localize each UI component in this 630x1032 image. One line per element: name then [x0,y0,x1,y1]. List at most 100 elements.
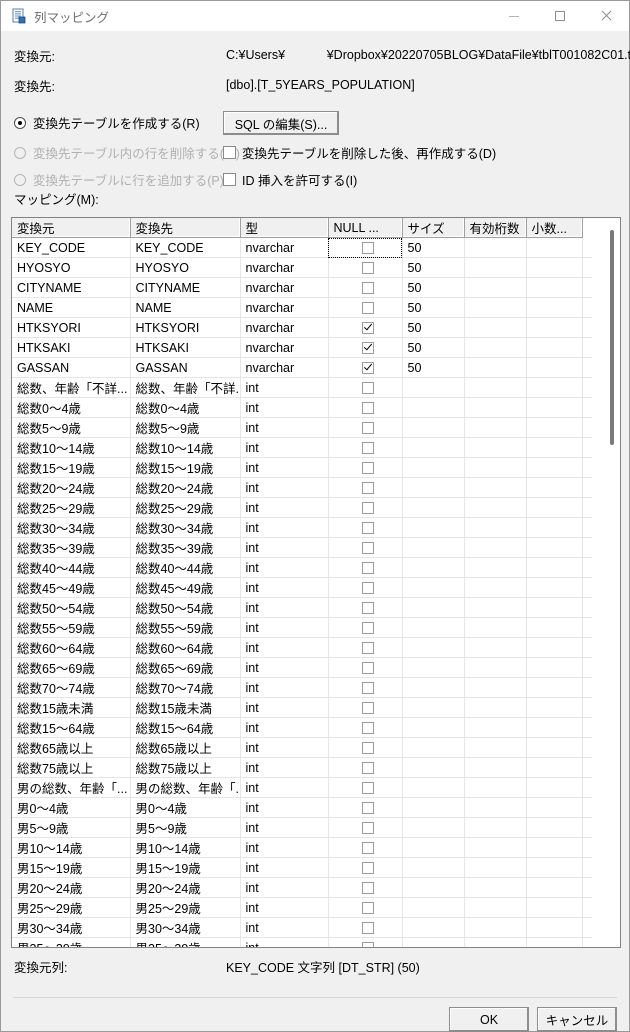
cell-nullable[interactable] [328,377,403,398]
ok-button[interactable]: OK [449,1007,529,1032]
cell-scale[interactable] [526,257,583,278]
cell-source-column[interactable]: 総数0〜4歳 [12,397,131,418]
cell-size[interactable] [402,457,465,478]
cell-size[interactable] [402,697,465,718]
cell-type[interactable]: int [240,937,329,947]
cell-scale[interactable] [526,617,583,638]
cell-nullable[interactable] [328,757,403,778]
cell-source-column[interactable]: 総数15歳未満 [12,697,131,718]
nullable-checkbox-icon[interactable] [361,802,374,815]
cell-precision[interactable] [464,537,527,558]
cell-nullable[interactable] [328,457,403,478]
nullable-checkbox-icon[interactable] [361,942,374,947]
cell-nullable[interactable] [328,617,403,638]
cell-type[interactable]: int [240,657,329,678]
cell-destination-column[interactable]: 総数15〜19歳 [130,457,241,478]
cell-size[interactable] [402,757,465,778]
nullable-checkbox-icon[interactable] [361,602,374,615]
cell-destination-column[interactable]: GASSAN [130,357,241,378]
cell-type[interactable]: nvarchar [240,337,329,358]
cell-source-column[interactable]: HTKSYORI [12,317,131,338]
cell-precision[interactable] [464,877,527,898]
cell-size[interactable] [402,737,465,758]
cell-scale[interactable] [526,597,583,618]
cell-scale[interactable] [526,917,583,938]
table-row[interactable]: 総数35〜39歳 総数35〜39歳 int [12,537,592,558]
table-row[interactable]: 男5〜9歳 男5〜9歳 int [12,817,592,838]
cell-type[interactable]: int [240,377,329,398]
table-row[interactable]: 総数70〜74歳 総数70〜74歳 int [12,677,592,698]
cell-precision[interactable] [464,657,527,678]
cell-size[interactable] [402,437,465,458]
cell-precision[interactable] [464,257,527,278]
cell-size[interactable]: 50 [402,277,465,298]
cell-type[interactable]: int [240,597,329,618]
cell-destination-column[interactable]: CITYNAME [130,277,241,298]
cell-size[interactable]: 50 [402,317,465,338]
cell-precision[interactable] [464,377,527,398]
cell-precision[interactable] [464,797,527,818]
cell-type[interactable]: nvarchar [240,237,329,258]
cell-source-column[interactable]: 総数45〜49歳 [12,577,131,598]
cell-precision[interactable] [464,297,527,318]
cell-source-column[interactable]: HTKSAKI [12,337,131,358]
cell-precision[interactable] [464,417,527,438]
grid-vertical-scrollbar[interactable] [606,220,618,947]
cell-precision[interactable] [464,457,527,478]
cell-nullable[interactable] [328,417,403,438]
table-row[interactable]: 総数55〜59歳 総数55〜59歳 int [12,617,592,638]
nullable-checkbox-icon[interactable] [361,522,374,535]
cell-precision[interactable] [464,717,527,738]
cell-precision[interactable] [464,277,527,298]
cell-precision[interactable] [464,237,527,258]
cell-precision[interactable] [464,597,527,618]
cell-nullable[interactable] [328,397,403,418]
cell-precision[interactable] [464,577,527,598]
nullable-checkbox-icon[interactable] [361,722,374,735]
cell-nullable[interactable] [328,717,403,738]
table-row[interactable]: GASSAN GASSAN nvarchar 50 [12,357,592,378]
cell-destination-column[interactable]: HYOSYO [130,257,241,278]
cell-nullable[interactable] [328,697,403,718]
cell-nullable[interactable] [328,577,403,598]
cell-size[interactable] [402,537,465,558]
minimize-button[interactable] [491,1,537,31]
cell-precision[interactable] [464,477,527,498]
cell-destination-column[interactable]: 総数5〜9歳 [130,417,241,438]
table-row[interactable]: 総数65歳以上 総数65歳以上 int [12,737,592,758]
table-row[interactable]: 総数、年齢「不詳... 総数、年齢「不詳... int [12,377,592,398]
cell-destination-column[interactable]: HTKSYORI [130,317,241,338]
cell-nullable[interactable] [328,497,403,518]
column-header-type[interactable]: 型 [240,218,329,238]
cell-precision[interactable] [464,677,527,698]
cell-nullable[interactable] [328,877,403,898]
cell-destination-column[interactable]: 男25〜29歳 [130,897,241,918]
cell-destination-column[interactable]: 総数20〜24歳 [130,477,241,498]
cell-destination-column[interactable]: 男30〜34歳 [130,917,241,938]
cell-type[interactable]: int [240,477,329,498]
cell-size[interactable] [402,917,465,938]
cell-size[interactable] [402,837,465,858]
cell-precision[interactable] [464,777,527,798]
cell-source-column[interactable]: 総数20〜24歳 [12,477,131,498]
cell-source-column[interactable]: 男30〜34歳 [12,917,131,938]
cell-type[interactable]: nvarchar [240,317,329,338]
nullable-checkbox-icon[interactable] [361,542,374,555]
table-row[interactable]: 男20〜24歳 男20〜24歳 int [12,877,592,898]
cell-nullable[interactable] [328,737,403,758]
cell-destination-column[interactable]: 総数75歳以上 [130,757,241,778]
cell-source-column[interactable]: NAME [12,297,131,318]
nullable-checkbox-icon[interactable] [361,462,374,475]
cell-size[interactable] [402,477,465,498]
cell-destination-column[interactable]: 男10〜14歳 [130,837,241,858]
maximize-button[interactable] [537,1,583,31]
cell-type[interactable]: nvarchar [240,277,329,298]
table-row[interactable]: HYOSYO HYOSYO nvarchar 50 [12,257,592,278]
cell-destination-column[interactable]: 総数65歳以上 [130,737,241,758]
cell-size[interactable] [402,857,465,878]
cell-source-column[interactable]: 総数30〜34歳 [12,517,131,538]
table-row[interactable]: 総数60〜64歳 総数60〜64歳 int [12,637,592,658]
cell-destination-column[interactable]: 男0〜4歳 [130,797,241,818]
cell-type[interactable]: int [240,697,329,718]
cell-size[interactable] [402,597,465,618]
